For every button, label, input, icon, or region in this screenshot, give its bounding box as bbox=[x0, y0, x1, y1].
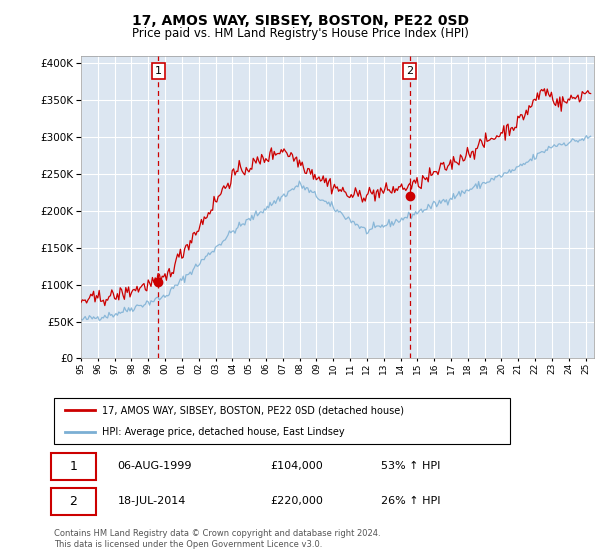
Text: 18-JUL-2014: 18-JUL-2014 bbox=[118, 497, 186, 506]
Text: Price paid vs. HM Land Registry's House Price Index (HPI): Price paid vs. HM Land Registry's House … bbox=[131, 27, 469, 40]
Text: 26% ↑ HPI: 26% ↑ HPI bbox=[382, 497, 441, 506]
Text: 06-AUG-1999: 06-AUG-1999 bbox=[118, 461, 192, 472]
Text: 1: 1 bbox=[70, 460, 77, 473]
Text: 17, AMOS WAY, SIBSEY, BOSTON, PE22 0SD (detached house): 17, AMOS WAY, SIBSEY, BOSTON, PE22 0SD (… bbox=[102, 405, 404, 416]
Text: 1: 1 bbox=[155, 66, 162, 76]
Text: £220,000: £220,000 bbox=[271, 497, 323, 506]
Text: £104,000: £104,000 bbox=[271, 461, 323, 472]
FancyBboxPatch shape bbox=[52, 488, 96, 515]
FancyBboxPatch shape bbox=[52, 453, 96, 480]
Text: 2: 2 bbox=[70, 495, 77, 508]
Text: HPI: Average price, detached house, East Lindsey: HPI: Average price, detached house, East… bbox=[102, 427, 344, 437]
Text: 53% ↑ HPI: 53% ↑ HPI bbox=[382, 461, 441, 472]
Text: Contains HM Land Registry data © Crown copyright and database right 2024.
This d: Contains HM Land Registry data © Crown c… bbox=[54, 529, 380, 549]
Text: 2: 2 bbox=[406, 66, 413, 76]
Text: 17, AMOS WAY, SIBSEY, BOSTON, PE22 0SD: 17, AMOS WAY, SIBSEY, BOSTON, PE22 0SD bbox=[131, 14, 469, 28]
